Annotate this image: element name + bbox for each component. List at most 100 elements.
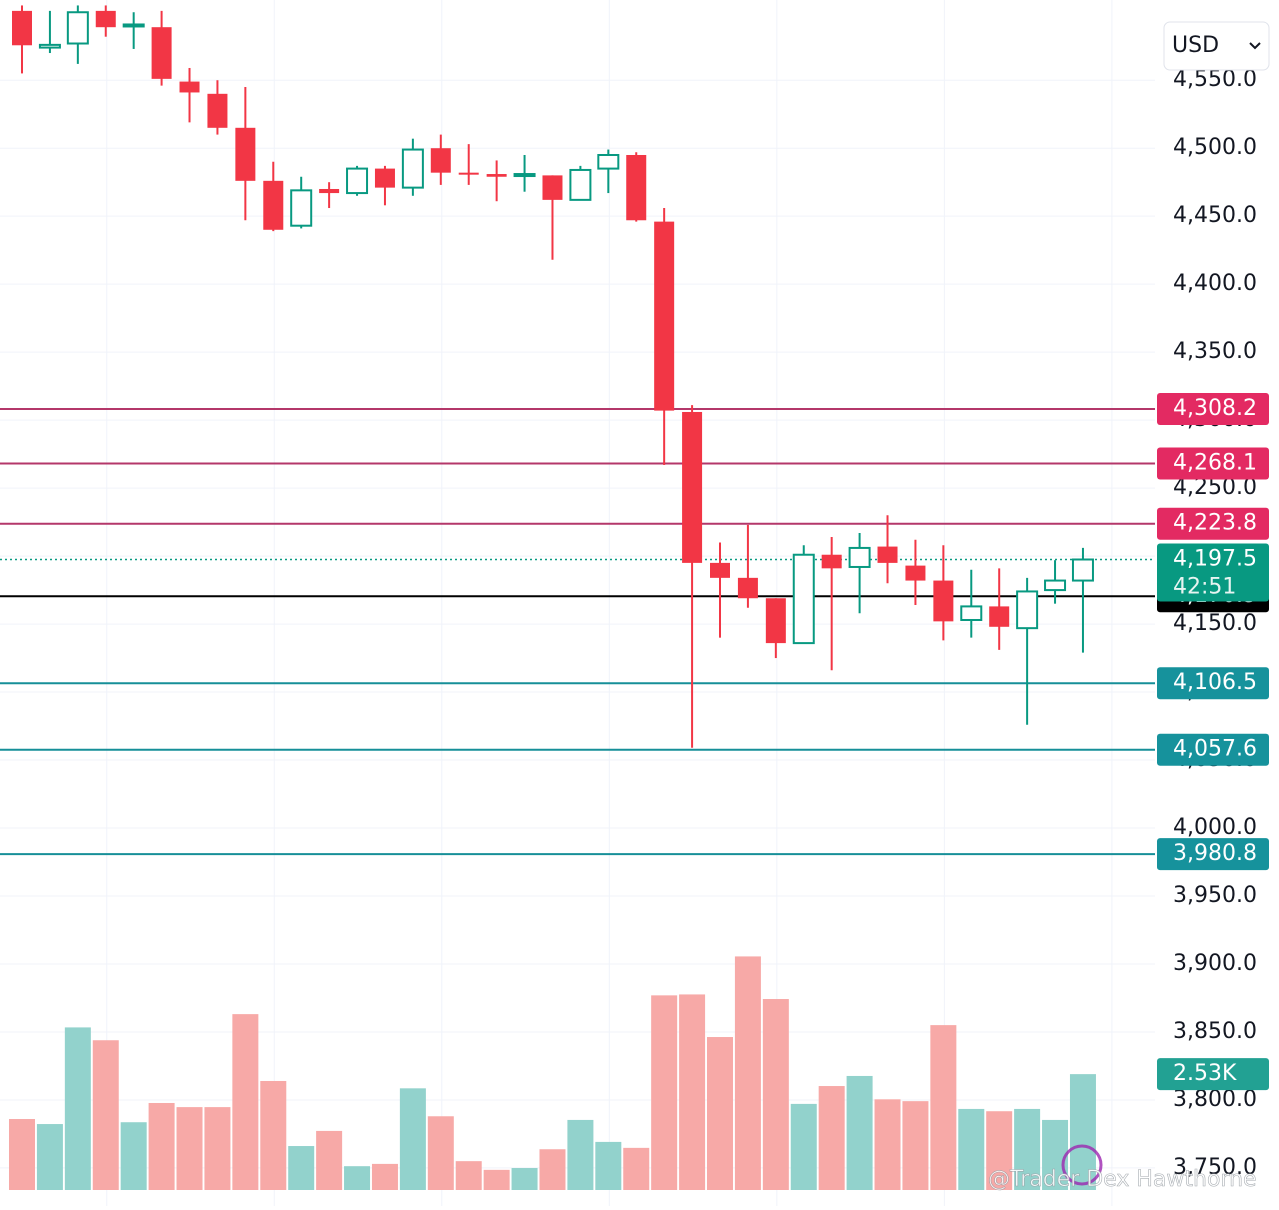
volume-bar [64, 1027, 91, 1190]
volume-badge [1157, 1058, 1269, 1091]
candle-body [430, 148, 451, 173]
volume-bar [9, 1119, 35, 1190]
volume-bar [316, 1130, 343, 1190]
volume-bar [623, 1147, 650, 1190]
volume-bar [1014, 1108, 1041, 1190]
candle-body [38, 43, 61, 49]
currency-box[interactable] [1163, 21, 1270, 71]
price-level-badge [1157, 667, 1269, 700]
watermark-text: @Trader Dex Hawthorne [988, 1167, 1257, 1192]
candle-body [737, 577, 758, 599]
volume-bar [595, 1141, 622, 1190]
volume-bar [176, 1107, 203, 1190]
last-price-label: 4,197.5 [1173, 546, 1257, 571]
volume-badge-label: 2.53K [1173, 1061, 1237, 1086]
candle-body [179, 81, 200, 93]
candle-body [848, 546, 871, 568]
price-level-label: 4,057.6 [1173, 737, 1257, 762]
volume-pane [9, 956, 1096, 1190]
volume-bar [790, 1103, 817, 1190]
candle-body [569, 168, 592, 201]
volume-bar [399, 1088, 426, 1190]
y-tick-label: 3,900.0 [1173, 951, 1257, 976]
candle-body [821, 554, 842, 569]
volume-bar [874, 1099, 901, 1190]
candle-body [905, 565, 926, 581]
candles [12, 5, 1094, 748]
price-level-label: 4,268.1 [1173, 451, 1257, 476]
volume-bar [567, 1119, 594, 1190]
volume-bar [930, 1025, 957, 1190]
y-tick-label: 3,800.0 [1173, 1087, 1257, 1112]
axis-labels: 3,750.0 3,800.0 3,850.0 3,900.0 3,950.0 4,000… [1173, 67, 1257, 1180]
price-level-badge [1157, 392, 1269, 425]
y-tick-label: 4,400.0 [1173, 271, 1257, 296]
candle-body [1071, 558, 1094, 582]
y-tick-label: 4,000.0 [1173, 815, 1257, 840]
candle-body [374, 168, 395, 188]
volume-bar [483, 1169, 510, 1190]
y-tick-label: 4,150.0 [1173, 611, 1257, 636]
candle-body [151, 27, 172, 79]
candle-body [401, 148, 424, 189]
y-tick-label: 3,850.0 [1173, 1019, 1257, 1044]
volume-bar [232, 1014, 259, 1190]
candle-body [263, 180, 284, 230]
candle-body [122, 23, 145, 28]
candle-body [1016, 590, 1039, 630]
price-level-badge [1157, 733, 1269, 766]
volume-bar [651, 995, 678, 1190]
candle-body [346, 167, 369, 195]
volume-bar [371, 1163, 398, 1190]
candle-body [989, 606, 1010, 627]
y-tick-label: 3,750.0 [1173, 1155, 1257, 1180]
volume-bar [902, 1101, 929, 1190]
candle-body [765, 598, 786, 644]
volume-bar [36, 1124, 63, 1190]
volume-bar [539, 1149, 566, 1190]
volume-bar [1042, 1119, 1069, 1190]
candle-body [877, 546, 898, 563]
price-level-label: 3,980.8 [1173, 841, 1257, 866]
price-level-label: 4,308.2 [1173, 396, 1257, 421]
y-tick-label: 4,550.0 [1173, 67, 1257, 92]
price-level-label: 4,106.5 [1173, 670, 1257, 695]
y-tick-label: 4,500.0 [1173, 135, 1257, 160]
candle-body [290, 189, 313, 227]
candle-body [960, 605, 983, 621]
candle-body [66, 11, 89, 45]
candle-body [486, 174, 507, 177]
price-lines [0, 407, 1155, 856]
volume-bar [818, 1086, 845, 1190]
candle-body [792, 553, 815, 645]
currency-label[interactable]: USD [1172, 33, 1219, 58]
price-level-badge [1157, 507, 1269, 540]
candle-body [654, 221, 675, 411]
candle-body [542, 175, 563, 200]
watermark-icon [1061, 1144, 1103, 1186]
candle-body [1044, 579, 1067, 592]
candle-body [933, 580, 954, 622]
candle-body [235, 127, 256, 181]
candle-body [95, 10, 116, 28]
price-level-label: 4,223.8 [1173, 511, 1257, 536]
volume-bar [455, 1161, 482, 1190]
volume-bar [344, 1166, 371, 1190]
currency-select[interactable]: USD [1163, 21, 1270, 71]
price-level-badge [1157, 838, 1269, 871]
candle-body [319, 188, 340, 194]
volume-bar [260, 1080, 287, 1190]
volume-bar [846, 1075, 873, 1190]
chevron [1249, 42, 1261, 50]
candle-body [626, 154, 647, 221]
candle-body [597, 153, 620, 170]
price-level-badge [1157, 447, 1269, 480]
candle-body [513, 173, 536, 178]
last-price-badge [1157, 543, 1269, 602]
y-tick-label: 3,950.0 [1173, 883, 1257, 908]
volume-bar [288, 1146, 315, 1190]
volume-bar [120, 1122, 147, 1190]
volume-bar [707, 1037, 733, 1190]
volume-bar [679, 994, 706, 1190]
volume-bar [427, 1116, 454, 1190]
